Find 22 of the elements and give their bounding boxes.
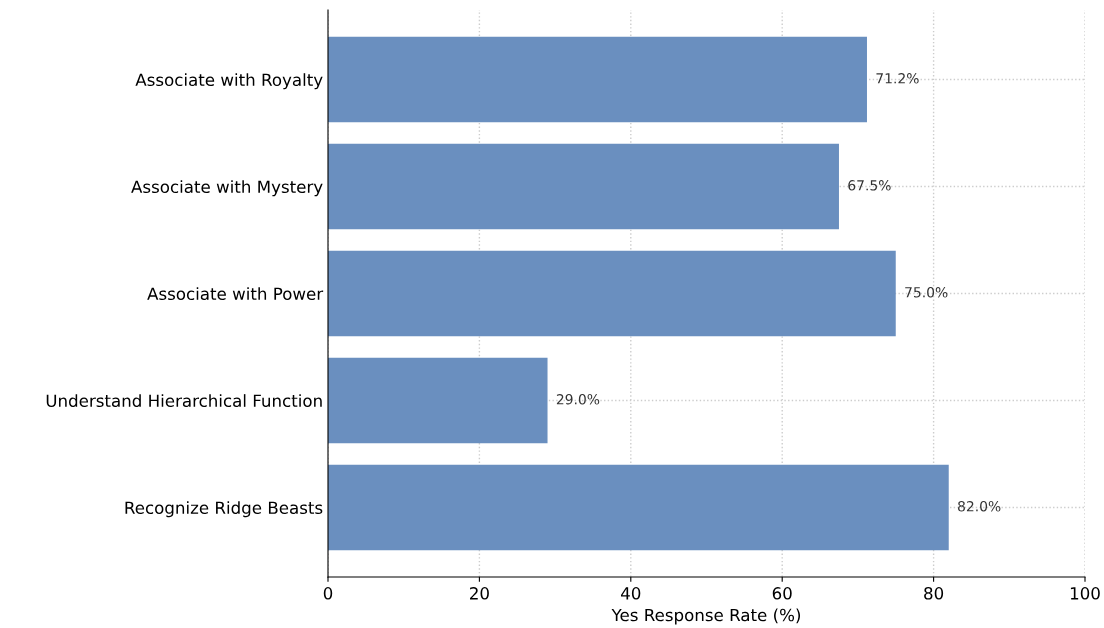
data-label: 29.0%: [556, 394, 600, 405]
x-tick-label: 80: [924, 587, 944, 600]
y-tick-label: Associate with Royalty: [135, 73, 323, 90]
data-label: 71.2%: [876, 73, 919, 84]
bar: [328, 357, 548, 444]
y-tick-label: Understand Hierarchical Function: [46, 394, 322, 408]
x-axis-title: Yes Response Rate (%): [611, 608, 801, 625]
bar: [328, 143, 839, 230]
y-tick-label: Associate with Power: [147, 287, 324, 301]
y-tick-label: Recognize Ridge Beasts: [125, 501, 323, 518]
data-label: 75.0%: [905, 287, 948, 298]
x-tick-label: 0: [323, 587, 333, 600]
x-tick-label: 100: [1070, 587, 1100, 600]
data-label: 67.5%: [848, 180, 891, 191]
bar: [328, 250, 896, 337]
bar: [328, 36, 867, 123]
x-tick-label: 20: [470, 587, 489, 600]
bar: [328, 464, 949, 551]
y-tick-label: Associate with Mystery: [131, 180, 323, 197]
x-tick-label: 40: [621, 587, 641, 600]
x-tick-label: 60: [772, 587, 792, 600]
data-label: 82.0%: [958, 500, 1001, 512]
